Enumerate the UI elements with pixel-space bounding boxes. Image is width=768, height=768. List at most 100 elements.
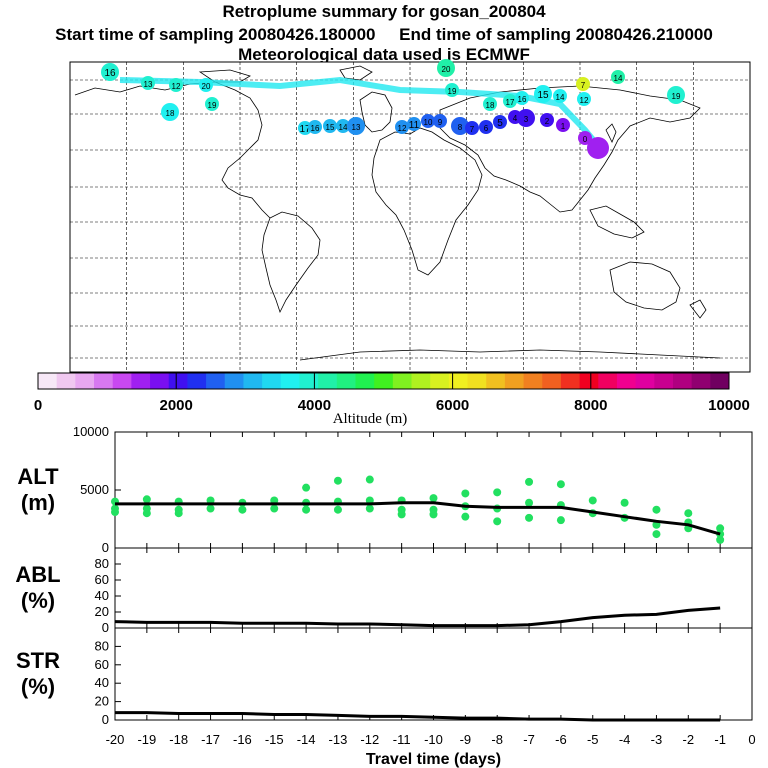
plume-point: [437, 59, 455, 77]
y-tick-label: 40: [95, 675, 109, 690]
plume-point-label: 14: [556, 93, 565, 102]
panel-frame-str: [114, 627, 753, 721]
colorbar-swatch: [672, 373, 693, 389]
plume-point: [493, 115, 507, 129]
colorbar-swatch: [168, 373, 188, 389]
x-tick-label: -11: [393, 732, 411, 747]
colorbar-swatch: [355, 373, 375, 389]
colorbar-swatch: [187, 373, 207, 389]
plume-point: [169, 78, 183, 92]
colorbar-swatch: [654, 373, 674, 389]
plume-point-label: 19: [672, 92, 681, 101]
y-tick-label: 20: [95, 694, 109, 709]
x-tick-label: -16: [233, 732, 252, 747]
plume-point-label: 12: [172, 82, 181, 91]
x-tick-label: -4: [619, 732, 631, 747]
coastline: [689, 299, 707, 319]
colorbar-swatch: [336, 373, 356, 389]
alt-scatter-point: [620, 498, 629, 507]
plume-point: [465, 121, 479, 135]
colorbar-swatch: [243, 373, 263, 389]
plume-point: [101, 63, 119, 81]
panel-ylabel-abl: ABL: [15, 562, 60, 587]
sampling-times: Start time of sampling 20080426.180000 E…: [55, 25, 713, 44]
plume-point-label: 4: [513, 114, 518, 123]
plume-point: [577, 92, 591, 106]
plume-point: [347, 117, 365, 135]
y-tick-label: 80: [95, 638, 109, 653]
colorbar-axis-label: Altitude (m): [333, 411, 408, 427]
x-tick-label: -14: [297, 732, 316, 747]
plume-point: [578, 131, 592, 145]
panel-ylabel-unit-abl: (%): [21, 588, 55, 613]
y-tick-label: 10000: [73, 424, 109, 439]
alt-median-line: [115, 501, 721, 536]
panel-frame-abl: [114, 547, 753, 629]
colorbar-swatch: [504, 373, 525, 389]
plume-point-label: 0: [583, 135, 588, 144]
colorbar-swatch: [579, 373, 599, 389]
colorbar-swatch: [542, 373, 562, 389]
y-tick-label: 20: [95, 604, 109, 619]
plume-point: [141, 76, 155, 90]
source-point: [587, 137, 609, 159]
plume-point: [611, 70, 625, 84]
alt-scatter-point: [333, 476, 342, 485]
plume-point-label: 1: [561, 122, 566, 131]
colorbar-swatch: [56, 373, 76, 389]
plume-point-label: 11: [409, 120, 420, 131]
colorbar-tick-label: 10000: [708, 397, 750, 414]
alt-scatter-point: [684, 509, 693, 518]
alt-scatter-point: [111, 508, 119, 517]
alt-scatter-point: [397, 510, 406, 519]
coastline: [339, 65, 373, 81]
plume-point-label: 6: [484, 124, 489, 133]
colorbar-swatch: [224, 373, 244, 389]
alt-scatter-point: [461, 489, 470, 498]
coastline: [359, 91, 393, 133]
colorbar-swatch: [299, 373, 319, 389]
colorbar-swatch: [392, 373, 413, 389]
alt-scatter-point: [525, 477, 534, 486]
alt-scatter-point: [716, 535, 725, 544]
colorbar-swatch: [206, 373, 226, 389]
x-tick-label: -10: [424, 732, 443, 747]
x-tick-label: -9: [460, 732, 472, 747]
x-tick-label: -7: [523, 732, 535, 747]
plume-point-label: 15: [537, 90, 549, 101]
y-tick-label: 5000: [80, 482, 109, 497]
alt-scatter-point: [556, 480, 565, 489]
alt-scatter-point: [365, 475, 374, 484]
plume-point-label: 12: [398, 124, 407, 133]
colorbar-swatch: [467, 373, 487, 389]
coastline: [609, 261, 681, 311]
alt-scatter-point: [302, 505, 311, 514]
coastline: [261, 211, 321, 314]
plume-point: [433, 114, 447, 128]
plume-point-label: 13: [352, 123, 361, 132]
plume-point: [199, 78, 213, 92]
alt-scatter-point: [365, 504, 374, 513]
alt-scatter-point: [174, 509, 183, 518]
plume-point-label: 17: [506, 98, 515, 107]
plume-point-label: 7: [470, 125, 475, 134]
alt-scatter-point: [716, 524, 725, 533]
plume-point: [336, 119, 350, 133]
plume-point: [395, 120, 409, 134]
plume-band: [119, 76, 603, 150]
colorbar-tick-label: 6000: [436, 397, 469, 414]
x-tick-label: 0: [748, 732, 755, 747]
x-tick-label: -1: [714, 732, 726, 747]
alt-scatter-point: [652, 505, 661, 514]
abl-line: [114, 606, 721, 628]
plume-point-label: 19: [208, 101, 217, 110]
plume-point-label: 5: [497, 118, 503, 129]
x-tick-label: -18: [169, 732, 188, 747]
plume-point-label: 17: [299, 124, 311, 135]
coastline: [589, 205, 645, 239]
plume-point-label: 20: [442, 65, 451, 74]
alt-scatter-point: [429, 494, 438, 503]
colorbar-swatch: [430, 373, 450, 389]
plume-point-label: 13: [144, 80, 153, 89]
